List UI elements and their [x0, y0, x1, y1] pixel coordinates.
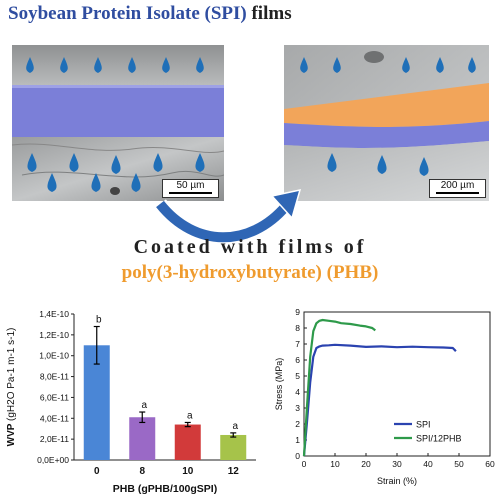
pore [110, 187, 120, 195]
water-drop-icon [195, 153, 205, 172]
drops-bottom [327, 153, 429, 176]
scale-bar-right: 200 µm [429, 179, 486, 198]
water-drop-icon [327, 153, 337, 172]
x-tick-label: 0 [94, 466, 100, 477]
x-tick-label: 10 [182, 466, 194, 477]
scale-label-left: 50 µm [176, 180, 205, 191]
left-sem-image: 50 µm [12, 45, 224, 201]
texture-line [21, 170, 224, 178]
y-tick-label: 7 [295, 339, 300, 349]
y-axis-label-unit: (gH2O Pa-1 m-1 s-1) [6, 328, 17, 421]
phb-layer [284, 83, 489, 127]
water-drop-icon [94, 57, 102, 73]
water-drop-icon [333, 57, 341, 73]
stress-strain-chart: 0 1 2 3 4 5 6 7 8 9 0 10 20 30 40 50 60 Strain (%) Stress … [274, 307, 495, 486]
scale-line-right [436, 192, 479, 194]
y-tick-label: 6,0E-11 [40, 392, 69, 402]
water-drop-icon [300, 57, 308, 73]
drops-top [26, 57, 204, 73]
y-tick-label: 8,0E-11 [40, 372, 69, 382]
y-tick-label: 4,0E-11 [40, 413, 69, 423]
y-tick-label: 2,0E-11 [40, 434, 69, 444]
y-tick-label: 3 [295, 403, 300, 413]
bar [129, 417, 156, 460]
y-tick-label: 1,4E-10 [39, 309, 69, 319]
significance-letter: a [232, 421, 238, 432]
water-drop-icon [69, 153, 79, 172]
drops-bottom [27, 153, 205, 192]
water-drop-icon [128, 57, 136, 73]
particle [364, 51, 384, 63]
series-line [302, 318, 376, 457]
water-drop-icon [26, 57, 34, 73]
y-axis-label: WVP (gH2O Pa-1 m-1 s-1) [6, 328, 17, 447]
y-tick-label: 6 [295, 355, 300, 365]
background-top [12, 45, 224, 85]
right-sem-image: 200 µm [284, 45, 489, 201]
bar [174, 424, 201, 460]
x-tick-label: 30 [392, 459, 402, 469]
title-rest: films [251, 3, 292, 24]
water-drop-icon [402, 57, 410, 73]
y-tick-label: 5 [295, 371, 300, 381]
y-axis-label-main: WVP [6, 421, 17, 446]
water-drop-icon [196, 57, 204, 73]
spi-layer-edge [12, 85, 224, 88]
water-drop-icon [153, 153, 163, 172]
x-tick-label: 50 [454, 459, 464, 469]
x-axis-label: Strain (%) [377, 476, 417, 486]
spi-layer [284, 121, 489, 148]
y-tick-label: 9 [295, 307, 300, 317]
scale-bar-left: 50 µm [162, 179, 219, 198]
water-drop-icon [131, 173, 141, 192]
drops-top [300, 57, 476, 73]
water-drop-icon [27, 153, 37, 172]
water-drop-icon [60, 57, 68, 73]
x-tick-label: 0 [302, 459, 307, 469]
title-highlight: Soybean Protein Isolate (SPI) [8, 3, 247, 24]
series-line [302, 343, 457, 457]
figure-title: Soybean Protein Isolate (SPI) films [8, 3, 292, 25]
spi-layer [12, 85, 224, 137]
y-tick-label: 0,0E+00 [37, 455, 69, 465]
y-tick-label: 2 [295, 419, 300, 429]
scale-label-right: 200 µm [440, 180, 475, 191]
x-tick-label: 12 [228, 466, 240, 477]
x-tick-label: 10 [330, 459, 340, 469]
water-drop-icon [468, 57, 476, 73]
y-tick-label: 1,0E-10 [39, 351, 69, 361]
y-tick-label: 4 [295, 387, 300, 397]
caption-line-2: poly(3-hydroxybutyrate) (PHB) [121, 262, 379, 283]
x-tick-label: 40 [423, 459, 433, 469]
y-axis-label: Stress (MPa) [274, 358, 284, 411]
x-tick-label: 60 [485, 459, 495, 469]
water-drop-icon [436, 57, 444, 73]
y-tick-label: 1,2E-10 [39, 330, 69, 340]
texture-line [12, 143, 224, 154]
water-drop-icon [47, 173, 57, 192]
significance-letter: b [96, 315, 102, 326]
y-tick-label: 8 [295, 323, 300, 333]
water-drop-icon [91, 173, 101, 192]
x-axis-label: PHB (gPHB/100gSPI) [113, 483, 217, 495]
y-tick-label: 1 [295, 435, 300, 445]
x-tick-label: 20 [361, 459, 371, 469]
right-sem-graphic [284, 45, 489, 201]
x-tick-label: 8 [139, 466, 145, 477]
water-drop-icon [111, 155, 121, 174]
significance-letter: a [187, 410, 193, 421]
water-drop-icon [162, 57, 170, 73]
water-drop-icon [377, 155, 387, 174]
scale-line-left [169, 192, 212, 194]
y-tick-label: 0 [295, 451, 300, 461]
significance-letter: a [141, 400, 147, 411]
water-drop-icon [419, 157, 429, 176]
caption-line-1: Coated with films of [133, 236, 367, 258]
plot-frame [303, 311, 491, 457]
wvp-bar-chart: 0,0E+00 2,0E-11 4,0E-11 6,0E-11 8,0E-11 1,0E-… [6, 309, 256, 495]
legend-label: SPI/12PHB [416, 434, 462, 444]
bar [220, 434, 247, 460]
legend-label: SPI [416, 420, 431, 430]
